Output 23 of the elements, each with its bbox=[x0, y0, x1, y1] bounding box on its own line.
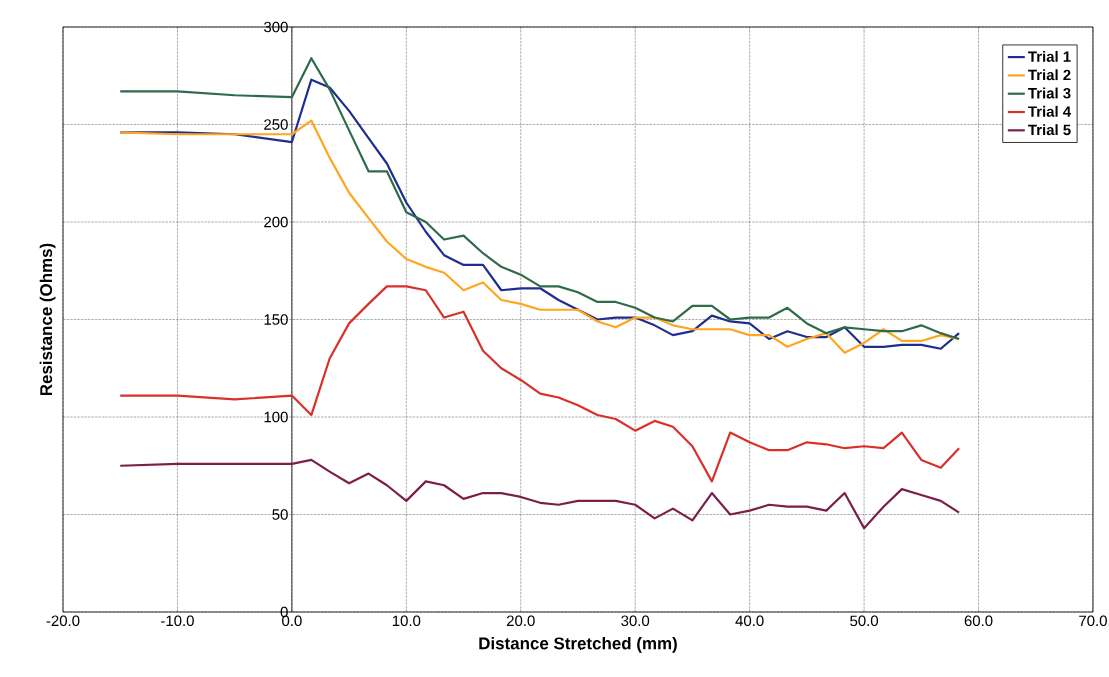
legend-label: Trial 5 bbox=[1028, 124, 1071, 136]
x-tick-label: -10.0 bbox=[161, 615, 194, 627]
x-tick-label: 40.0 bbox=[735, 615, 764, 627]
line-series bbox=[119, 285, 961, 483]
legend-label: Trial 2 bbox=[1028, 69, 1071, 81]
y-axis-title: Resistance (Ohms) bbox=[39, 243, 56, 396]
x-tick-label: 20.0 bbox=[506, 615, 535, 627]
y-tick-label: 50 bbox=[272, 509, 288, 520]
x-tick-label: 50.0 bbox=[850, 615, 879, 627]
y-tick-label: 150 bbox=[264, 314, 288, 325]
x-tick-label: 10.0 bbox=[392, 615, 421, 627]
y-tick-label: 100 bbox=[264, 411, 288, 423]
y-tick-label: 300 bbox=[264, 21, 288, 33]
legend-label: Trial 4 bbox=[1028, 105, 1072, 117]
y-tick-label: 250 bbox=[264, 119, 288, 130]
y-tick-label: 200 bbox=[264, 216, 288, 228]
x-tick-label: 60.0 bbox=[964, 615, 993, 627]
x-tick-label: 30.0 bbox=[621, 615, 650, 627]
x-axis-title: Distance Stretched (mm) bbox=[479, 636, 677, 653]
legend-label: Trial 3 bbox=[1028, 87, 1071, 99]
x-tick-label: -20.0 bbox=[46, 615, 80, 627]
x-tick-label: 70.0 bbox=[1079, 615, 1107, 627]
legend-label: Trial 1 bbox=[1028, 50, 1071, 62]
